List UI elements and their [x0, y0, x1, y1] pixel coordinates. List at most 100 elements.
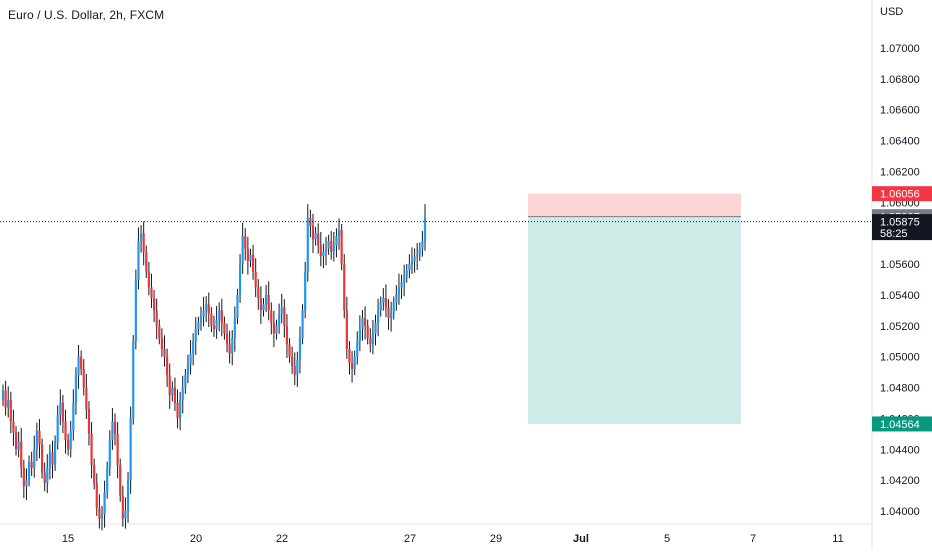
candle-body: [205, 304, 208, 311]
candle-body: [249, 254, 252, 261]
candle-body: [139, 233, 143, 241]
candle-body: [176, 402, 179, 419]
price-tick-label: 1.06400: [880, 136, 920, 148]
candle-body: [283, 307, 286, 326]
candle-body: [400, 282, 403, 288]
candle-body: [392, 302, 395, 314]
candle-body: [304, 271, 307, 311]
price-tick-label: 1.07000: [880, 43, 920, 55]
candle-body: [56, 415, 59, 442]
candle-body: [98, 507, 101, 519]
candle-body: [80, 356, 83, 370]
candle-body: [215, 319, 218, 329]
candle-body: [254, 271, 257, 288]
candle-body: [275, 325, 278, 334]
candle-body: [374, 322, 377, 334]
price-tick-label: 1.04000: [880, 506, 920, 518]
candle-body: [301, 310, 304, 339]
candle-body: [353, 356, 356, 370]
countdown-label: 58:25: [880, 228, 908, 240]
candle-body: [390, 313, 393, 319]
candle-body: [17, 441, 20, 450]
candle-body: [69, 430, 72, 450]
candle-body: [264, 294, 268, 305]
candle-body: [126, 480, 130, 511]
candle-body: [173, 387, 177, 403]
candle-body: [395, 294, 398, 303]
candle-body: [285, 325, 289, 345]
candle-body: [64, 421, 67, 441]
candle-body: [116, 433, 119, 465]
candle-body: [356, 341, 359, 357]
candle-body: [218, 310, 221, 320]
candle-body: [418, 248, 421, 255]
candle-body: [202, 310, 205, 317]
candle-body: [51, 452, 54, 465]
stop-price-label-bg: [872, 186, 932, 202]
candle-body: [257, 287, 260, 299]
candle-body: [40, 444, 44, 473]
time-tick-label: 11: [832, 533, 843, 545]
candle-body: [366, 325, 369, 339]
candle-body: [350, 362, 354, 370]
candle-body: [288, 344, 291, 357]
candle-body: [363, 318, 367, 326]
candle-body: [317, 233, 320, 246]
price-tick-label: 1.05200: [880, 321, 920, 333]
candle-body: [121, 495, 124, 519]
candle-body: [142, 233, 145, 252]
candle-body: [327, 240, 330, 249]
candle-body: [27, 461, 31, 481]
candle-body: [90, 433, 93, 465]
candle-body: [410, 260, 414, 265]
candle-body: [168, 375, 171, 396]
candle-body: [155, 310, 158, 326]
candles-group: [1, 204, 427, 531]
candle-body: [314, 233, 317, 240]
candle-body: [30, 461, 33, 468]
candle-body: [189, 353, 192, 365]
candle-body: [113, 421, 117, 434]
candle-body: [387, 307, 390, 319]
candle-body: [12, 421, 15, 433]
candle-body: [59, 402, 62, 416]
candle-body: [7, 399, 10, 408]
candle-body: [184, 375, 187, 388]
time-tick-label: 7: [750, 533, 756, 545]
candle-body: [181, 387, 184, 400]
time-tick-label: 15: [62, 533, 74, 545]
candle-body: [137, 240, 140, 280]
candle-body: [332, 245, 335, 252]
current-price-label-bg: [872, 214, 932, 241]
candle-body: [179, 399, 182, 419]
candle-body: [403, 276, 406, 283]
candle-body: [233, 318, 236, 339]
take-profit-zone: [528, 216, 741, 424]
candle-body: [408, 264, 411, 271]
candle-body: [72, 402, 75, 431]
candle-body: [212, 325, 216, 329]
candle-body: [194, 328, 197, 342]
candle-body: [38, 430, 41, 445]
candle-body: [397, 287, 401, 295]
candle-body: [93, 464, 96, 484]
candle-body: [22, 467, 25, 487]
candle-body: [246, 248, 249, 261]
candle-body: [384, 298, 388, 308]
candle-body: [324, 248, 328, 252]
candle-body: [82, 369, 85, 388]
candle-body: [67, 440, 70, 450]
candle-body: [291, 356, 294, 366]
candle-body: [343, 264, 346, 311]
price-tick-label: 1.05400: [880, 290, 920, 302]
candle-body: [220, 310, 223, 323]
candle-body: [103, 492, 106, 515]
candle-body: [293, 365, 296, 376]
price-tick-label: 1.06600: [880, 105, 920, 117]
candle-body: [35, 430, 38, 450]
candle-body: [296, 359, 299, 376]
candle-body: [267, 294, 270, 311]
candle-body: [231, 338, 234, 354]
